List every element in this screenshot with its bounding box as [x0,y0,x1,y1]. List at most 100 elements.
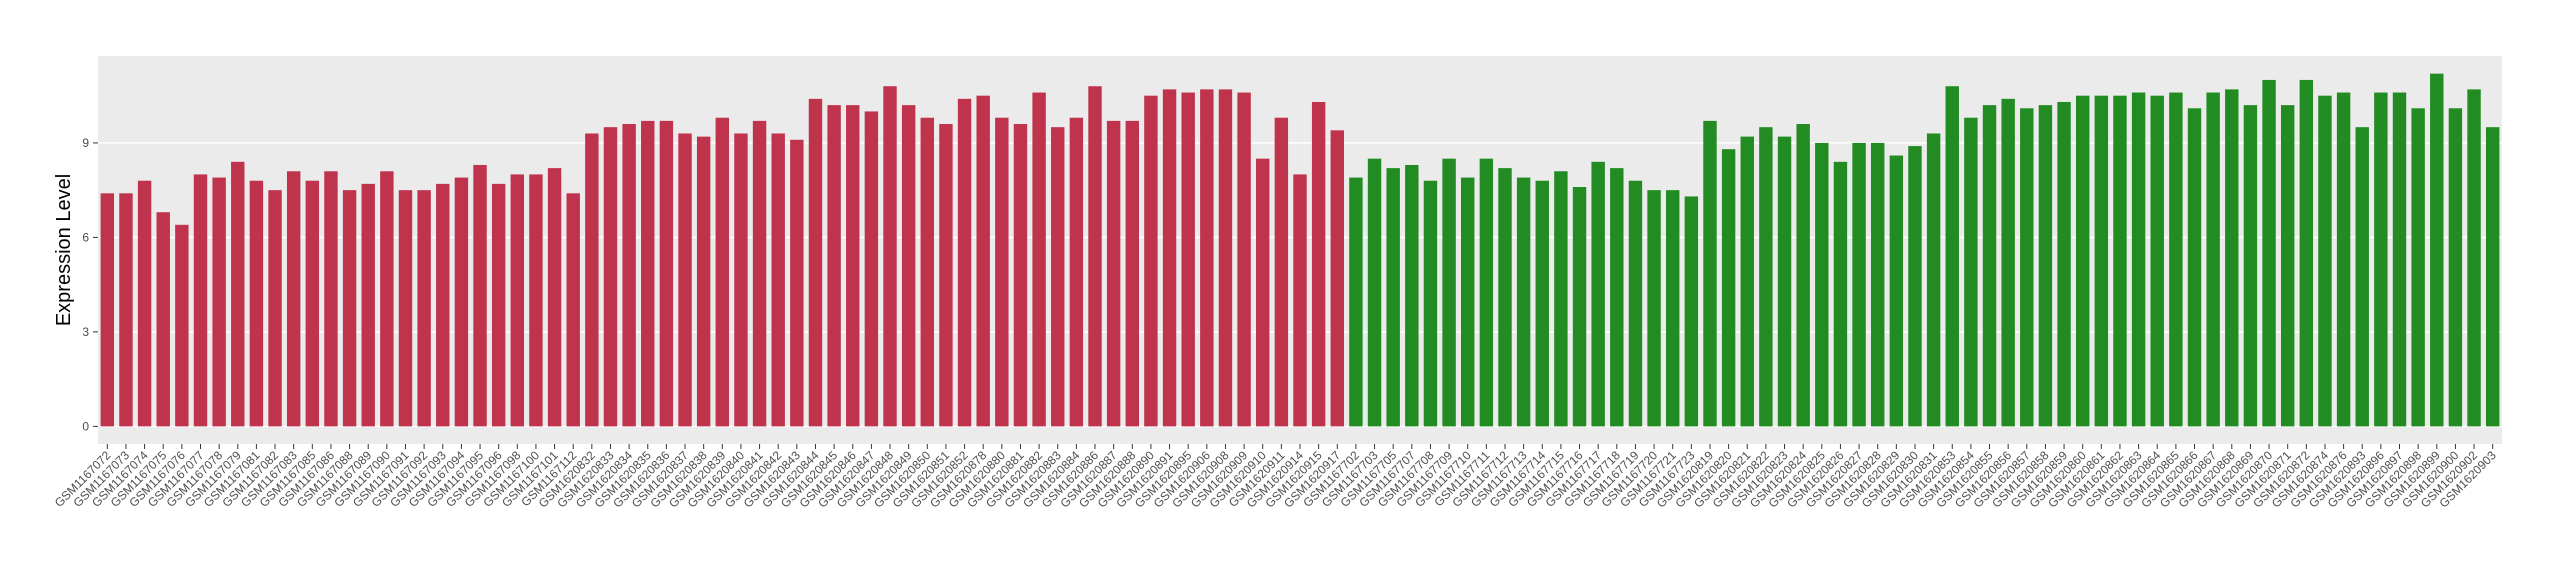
bar [1423,180,1438,427]
bar [2262,79,2276,427]
bar [641,120,655,427]
bar [2131,92,2146,427]
bar [1293,174,1307,427]
bar [1572,187,1587,427]
bar [603,127,618,427]
bar [1349,177,1363,427]
bar [1405,164,1419,427]
bar [305,180,320,427]
bar [659,120,674,427]
bar [361,183,375,427]
bar [715,117,730,427]
bar [790,139,804,427]
bar [976,95,990,427]
y-tick-label: 0 [82,419,89,433]
bar [1461,177,1475,427]
bar [231,161,245,427]
bar [1106,120,1121,427]
bar [808,98,823,427]
bar [324,171,338,427]
bar [1982,105,1997,427]
bar [1610,168,1624,427]
bar [2392,92,2407,427]
bar [1125,120,1139,427]
bar [1069,117,1084,427]
bar [2020,108,2034,427]
bar [1032,92,1046,427]
bar [137,180,152,427]
bar [1721,149,1736,427]
bar [846,105,860,427]
bar [2038,105,2053,427]
bar [1256,158,1270,427]
bar [1833,161,1848,427]
bar [1442,158,1456,427]
bar [119,193,133,427]
bar [1628,180,1643,427]
bar [1311,101,1326,427]
bar [678,133,692,427]
y-tick-label: 3 [82,325,89,339]
bar [2001,98,2015,427]
bar [1516,177,1531,427]
bar [2355,127,2369,427]
bar [342,190,357,427]
bar [2485,127,2500,427]
bar [622,124,636,427]
bar [2411,108,2425,427]
bar [1218,89,1233,427]
bar [1554,171,1568,427]
bar [2206,92,2220,427]
bar [1200,89,1214,427]
bar [1591,161,1605,427]
y-axis-title: Expression Level [53,174,75,326]
bar [1908,146,1922,427]
y-tick-label: 6 [82,230,89,244]
bar [752,120,767,427]
bar [1367,158,1382,427]
bar [1852,142,1866,427]
bar [2374,92,2388,427]
bar [398,190,413,427]
bar [1051,127,1065,427]
bar [1330,130,1344,427]
bar [1777,136,1792,427]
bar [2075,95,2090,427]
bar [268,190,282,427]
bar [2225,89,2239,427]
bar [1815,142,1829,427]
bar [1088,86,1102,427]
bar [1237,92,1251,427]
bar [696,136,711,427]
bar [454,177,469,427]
bar [585,133,599,427]
bar [2280,105,2295,427]
bar [491,183,506,427]
bar [510,174,525,427]
bar [1647,190,1661,427]
bar [1926,133,1941,427]
bar [1181,92,1195,427]
bar [1274,117,1289,427]
bar [175,224,189,427]
bar [883,86,897,427]
bar [2299,79,2314,427]
bar [529,174,543,427]
bar [1479,158,1494,427]
bar [2430,73,2444,427]
bar [939,124,953,427]
bar [1498,168,1512,427]
bar [1945,86,1959,427]
bar [2057,101,2071,427]
bar [100,193,115,427]
bar [2150,95,2164,427]
bar [2094,95,2109,427]
bar [2318,95,2332,427]
bar [156,212,170,427]
bar [1666,190,1680,427]
bar [734,133,748,427]
bar [193,174,208,427]
bar [1386,168,1400,427]
